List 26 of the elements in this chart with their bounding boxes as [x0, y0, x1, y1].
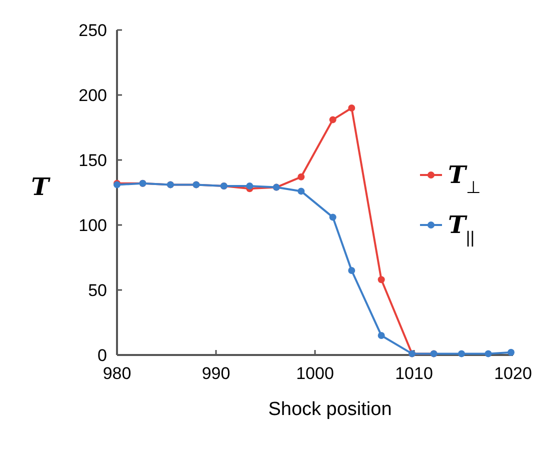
x-axis-title: Shock position [268, 399, 392, 420]
y-tick-label: 200 [78, 86, 107, 105]
point [329, 214, 336, 221]
point [378, 332, 385, 339]
point [298, 173, 305, 180]
legend-label: T$_{||}$ [448, 210, 475, 246]
x-tick-label: 980 [102, 364, 132, 383]
y-tick-label: 100 [78, 216, 107, 235]
point [246, 182, 254, 190]
point [378, 276, 385, 284]
point [458, 350, 466, 358]
y-tick-label: 250 [78, 21, 107, 40]
y-tick-label: 50 [88, 281, 107, 300]
point [329, 116, 336, 124]
point [348, 104, 356, 112]
legend-label: T$_{⊥}$ [448, 160, 481, 196]
point [484, 350, 492, 358]
x-tick-label: 990 [202, 364, 230, 383]
y-axis-title: T [31, 172, 52, 201]
x-tick-label: 1010 [395, 364, 433, 383]
point [348, 267, 356, 274]
y-tick-label: 0 [98, 346, 107, 365]
x-tick-label: 1000 [296, 364, 334, 383]
point [298, 188, 305, 195]
x-tick-label: 1020 [494, 364, 532, 383]
y-tick-label: 150 [78, 151, 107, 170]
